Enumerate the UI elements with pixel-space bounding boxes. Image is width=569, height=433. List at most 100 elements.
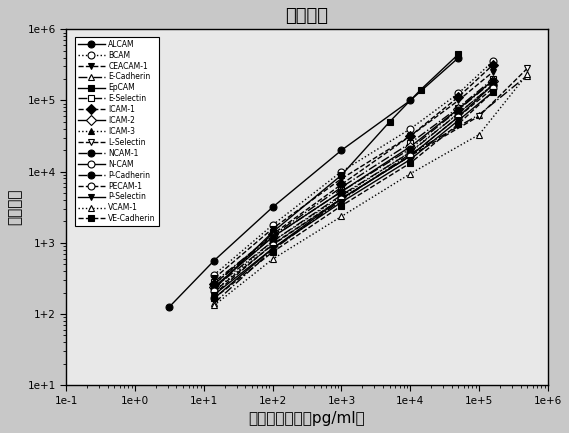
ICAM-1 [407, 133, 414, 139]
P-Cadherin [338, 193, 345, 198]
Line: VE-Cadherin: VE-Cadherin [211, 88, 496, 302]
Line: CEACAM-1: CEACAM-1 [211, 68, 496, 282]
ALCAM [166, 304, 173, 310]
ICAM-3 [338, 194, 345, 199]
ICAM-2 [269, 235, 276, 240]
VE-Cadherin [407, 161, 414, 166]
P-Selectin [455, 118, 462, 123]
EpCAM [417, 87, 424, 92]
P-Selectin [269, 246, 276, 251]
PECAM-1 [269, 242, 276, 248]
BCAM [338, 169, 345, 174]
PECAM-1 [407, 153, 414, 158]
ALCAM [338, 148, 345, 153]
Line: E-Selectin: E-Selectin [211, 76, 496, 285]
P-Cadherin [407, 150, 414, 155]
E-Cadherin [269, 247, 276, 252]
NCAM-1 [407, 146, 414, 152]
BCAM [407, 126, 414, 132]
ALCAM [407, 98, 414, 103]
Line: ALCAM: ALCAM [166, 54, 462, 310]
PECAM-1 [338, 196, 345, 201]
ICAM-3 [455, 111, 462, 116]
ICAM-1 [269, 232, 276, 237]
CEACAM-1 [489, 69, 496, 74]
EpCAM [455, 52, 462, 57]
VE-Cadherin [489, 89, 496, 94]
PECAM-1 [211, 288, 217, 294]
ICAM-3 [407, 149, 414, 154]
VE-Cadherin [269, 249, 276, 255]
EpCAM [269, 229, 276, 235]
ICAM-2 [211, 284, 217, 290]
Line: ICAM-2: ICAM-2 [211, 77, 496, 291]
NCAM-1 [269, 235, 276, 240]
ALCAM [211, 258, 217, 263]
L-Selectin [524, 66, 531, 71]
CEACAM-1 [269, 226, 276, 231]
VCAM-1 [407, 171, 414, 176]
L-Selectin [476, 113, 483, 119]
L-Selectin [338, 196, 345, 201]
E-Cadherin [338, 197, 345, 203]
ICAM-1 [489, 62, 496, 68]
ICAM-3 [269, 239, 276, 244]
N-CAM [489, 82, 496, 87]
E-Selectin [407, 141, 414, 146]
CEACAM-1 [211, 276, 217, 281]
VCAM-1 [338, 214, 345, 219]
Line: NCAM-1: NCAM-1 [211, 78, 496, 288]
L-Selectin [407, 153, 414, 158]
Line: E-Cadherin: E-Cadherin [211, 72, 531, 307]
E-Selectin [455, 105, 462, 110]
L-Selectin [211, 291, 217, 297]
P-Selectin [407, 157, 414, 162]
VCAM-1 [269, 256, 276, 262]
P-Selectin [489, 89, 496, 94]
EpCAM [211, 286, 217, 291]
Line: EpCAM: EpCAM [211, 51, 462, 292]
ICAM-1 [338, 182, 345, 187]
BCAM [455, 91, 462, 96]
N-CAM [211, 296, 217, 301]
E-Cadherin [407, 151, 414, 156]
NCAM-1 [455, 107, 462, 112]
P-Selectin [211, 292, 217, 297]
E-Cadherin [524, 73, 531, 78]
Line: PECAM-1: PECAM-1 [211, 85, 496, 294]
VCAM-1 [476, 132, 483, 137]
ALCAM [455, 55, 462, 60]
Line: BCAM: BCAM [211, 58, 496, 278]
P-Selectin [338, 200, 345, 205]
L-Selectin [269, 242, 276, 247]
Line: L-Selectin: L-Selectin [211, 65, 531, 297]
E-Cadherin [211, 301, 217, 306]
P-Cadherin [489, 82, 496, 87]
P-Cadherin [211, 285, 217, 290]
VE-Cadherin [338, 203, 345, 208]
BCAM [211, 272, 217, 278]
N-CAM [407, 153, 414, 158]
PECAM-1 [455, 114, 462, 120]
Line: ICAM-1: ICAM-1 [211, 61, 496, 288]
CEACAM-1 [338, 176, 345, 181]
ICAM-1 [211, 281, 217, 287]
Y-axis label: 信号强度: 信号强度 [7, 189, 22, 226]
ICAM-2 [489, 78, 496, 83]
CEACAM-1 [455, 98, 462, 103]
E-Selectin [269, 233, 276, 238]
CEACAM-1 [407, 133, 414, 139]
VCAM-1 [524, 71, 531, 77]
ICAM-3 [489, 82, 496, 87]
ICAM-1 [455, 94, 462, 100]
P-Cadherin [455, 111, 462, 116]
N-CAM [455, 114, 462, 120]
E-Selectin [338, 184, 345, 190]
Title: 标准曲线: 标准曲线 [286, 7, 328, 25]
Line: N-CAM: N-CAM [211, 81, 496, 302]
Line: P-Selectin: P-Selectin [211, 88, 496, 298]
BCAM [489, 59, 496, 64]
E-Cadherin [476, 112, 483, 117]
NCAM-1 [489, 79, 496, 84]
Line: VCAM-1: VCAM-1 [211, 71, 531, 309]
